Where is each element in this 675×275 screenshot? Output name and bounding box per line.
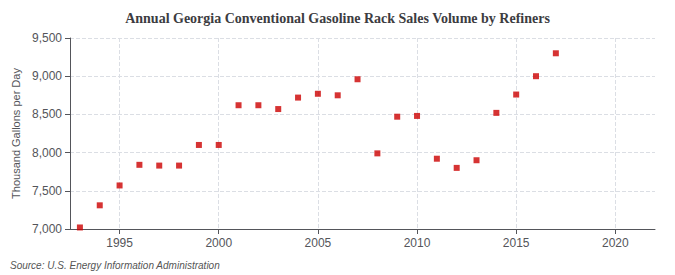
- svg-text:2010: 2010: [404, 236, 431, 250]
- svg-text:Thousand Gallons per Day: Thousand Gallons per Day: [10, 68, 22, 199]
- svg-text:8,500: 8,500: [32, 107, 62, 121]
- svg-text:2015: 2015: [503, 236, 530, 250]
- svg-text:7,500: 7,500: [32, 184, 62, 198]
- svg-text:7,000: 7,000: [32, 222, 62, 236]
- svg-text:9,000: 9,000: [32, 69, 62, 83]
- svg-text:9,500: 9,500: [32, 31, 62, 45]
- svg-text:Source: U.S. Energy Informatio: Source: U.S. Energy Information Administ…: [10, 260, 220, 271]
- svg-text:Annual Georgia Conventional Ga: Annual Georgia Conventional Gasoline Rac…: [125, 11, 550, 26]
- svg-text:2000: 2000: [205, 236, 232, 250]
- svg-text:2020: 2020: [602, 236, 629, 250]
- svg-text:2005: 2005: [305, 236, 332, 250]
- svg-text:1995: 1995: [106, 236, 133, 250]
- svg-text:8,000: 8,000: [32, 146, 62, 160]
